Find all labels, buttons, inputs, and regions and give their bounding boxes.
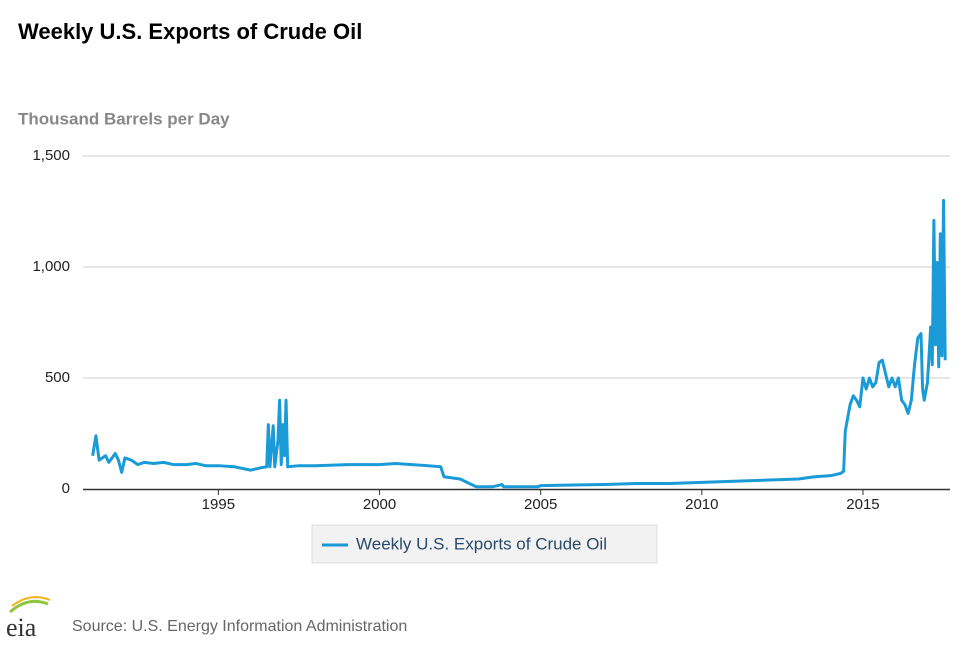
data-line	[91, 198, 947, 489]
legend-box	[311, 524, 658, 564]
legend: Weekly U.S. Exports of Crude Oil	[311, 524, 658, 564]
logo-arc	[11, 596, 51, 607]
logo-text: eia	[6, 613, 37, 642]
y-tick-label: 500	[45, 369, 70, 386]
x-tick-label: 1995	[202, 496, 235, 513]
x-tick-label: 2000	[363, 496, 396, 513]
y-axis-label: Thousand Barrels per Day	[18, 109, 230, 128]
x-tick-label: 2005	[524, 496, 557, 513]
chart-title: Weekly U.S. Exports of Crude Oil	[18, 19, 362, 44]
y-tick-label: 0	[62, 480, 70, 497]
x-tick-label: 2015	[846, 496, 879, 513]
source: Source: U.S. Energy Information Administ…	[72, 618, 407, 635]
grid	[83, 155, 950, 379]
logo-arc	[9, 599, 49, 614]
legend-label: Weekly U.S. Exports of Crude Oil	[356, 534, 607, 553]
y-tick-label: 1,000	[32, 258, 70, 275]
y-tick-label: 1,500	[32, 147, 70, 164]
x-tick-label: 2010	[685, 496, 718, 513]
logo: eia	[6, 596, 51, 642]
